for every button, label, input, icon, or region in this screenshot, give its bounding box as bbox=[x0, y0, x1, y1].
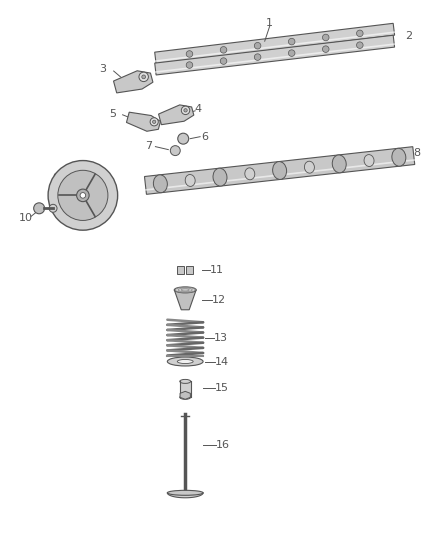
Polygon shape bbox=[180, 391, 191, 399]
Circle shape bbox=[220, 58, 227, 64]
Ellipse shape bbox=[167, 490, 203, 495]
Polygon shape bbox=[155, 35, 395, 75]
Polygon shape bbox=[113, 71, 153, 93]
Circle shape bbox=[58, 171, 108, 221]
Ellipse shape bbox=[213, 168, 227, 186]
Circle shape bbox=[142, 75, 145, 79]
Polygon shape bbox=[155, 23, 395, 64]
Text: 10: 10 bbox=[19, 213, 33, 223]
Circle shape bbox=[357, 42, 363, 49]
Ellipse shape bbox=[364, 155, 374, 166]
Bar bbox=[186, 266, 193, 274]
Circle shape bbox=[184, 109, 187, 112]
Circle shape bbox=[254, 54, 261, 60]
Text: 8: 8 bbox=[413, 148, 420, 158]
Circle shape bbox=[220, 46, 227, 53]
Ellipse shape bbox=[180, 379, 191, 383]
Text: 11: 11 bbox=[210, 265, 224, 275]
Circle shape bbox=[254, 43, 261, 49]
Circle shape bbox=[322, 34, 329, 41]
Circle shape bbox=[288, 50, 295, 56]
Text: 6: 6 bbox=[201, 132, 208, 142]
Polygon shape bbox=[159, 105, 194, 125]
Ellipse shape bbox=[332, 155, 346, 173]
Ellipse shape bbox=[167, 357, 203, 366]
Text: 4: 4 bbox=[194, 104, 201, 114]
Ellipse shape bbox=[185, 174, 195, 187]
Ellipse shape bbox=[174, 287, 196, 293]
Circle shape bbox=[48, 160, 118, 230]
Ellipse shape bbox=[180, 395, 191, 399]
Circle shape bbox=[357, 30, 363, 37]
Text: 14: 14 bbox=[215, 357, 229, 367]
Text: 5: 5 bbox=[109, 109, 116, 119]
Text: 9: 9 bbox=[53, 173, 60, 183]
Circle shape bbox=[77, 189, 89, 201]
Polygon shape bbox=[145, 147, 415, 195]
Circle shape bbox=[178, 133, 189, 144]
Ellipse shape bbox=[304, 161, 314, 173]
Ellipse shape bbox=[392, 148, 406, 166]
Circle shape bbox=[139, 72, 148, 82]
Polygon shape bbox=[127, 112, 160, 131]
Text: 16: 16 bbox=[216, 440, 230, 450]
Bar bbox=[180, 382, 191, 397]
Text: 3: 3 bbox=[99, 64, 106, 74]
Text: 1: 1 bbox=[266, 18, 273, 28]
Circle shape bbox=[34, 203, 45, 214]
Ellipse shape bbox=[272, 161, 286, 180]
Circle shape bbox=[49, 204, 57, 212]
Polygon shape bbox=[167, 493, 203, 498]
Bar bbox=[177, 266, 184, 274]
Text: 2: 2 bbox=[405, 31, 412, 41]
Circle shape bbox=[186, 51, 193, 57]
Polygon shape bbox=[174, 290, 196, 310]
Circle shape bbox=[186, 62, 193, 68]
Text: 13: 13 bbox=[214, 333, 228, 343]
Ellipse shape bbox=[177, 360, 193, 364]
Circle shape bbox=[80, 192, 86, 198]
Circle shape bbox=[150, 118, 158, 126]
Text: 7: 7 bbox=[145, 141, 152, 151]
Text: 15: 15 bbox=[215, 383, 229, 393]
Circle shape bbox=[181, 106, 190, 115]
Circle shape bbox=[170, 146, 180, 156]
Circle shape bbox=[152, 120, 156, 124]
Text: 12: 12 bbox=[212, 295, 226, 305]
Circle shape bbox=[322, 46, 329, 52]
Ellipse shape bbox=[153, 175, 167, 193]
Ellipse shape bbox=[245, 168, 255, 180]
Circle shape bbox=[288, 38, 295, 45]
